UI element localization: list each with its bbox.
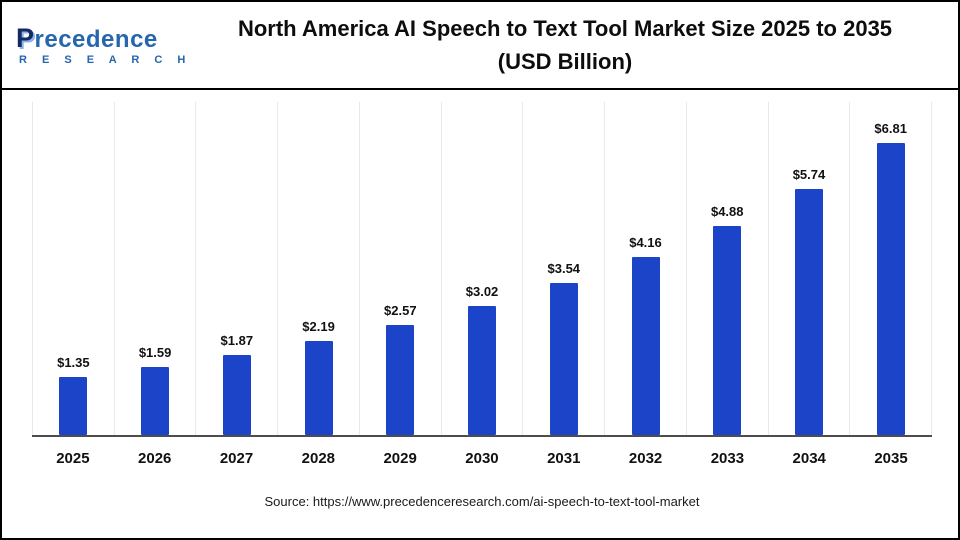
bar-value-label-2030: $3.02 bbox=[465, 284, 499, 299]
bar-value-label-2028: $2.19 bbox=[302, 319, 335, 334]
chart-area: $1.35 $1.59 $1.87 $2.19 $2.57 $3.02 $3.54 $4.16… bbox=[2, 90, 958, 538]
chart-column-2025: $1.35 bbox=[32, 102, 114, 435]
chart-column-2029: $2.57 bbox=[358, 102, 441, 435]
chart-column-2032: $4.16 bbox=[604, 102, 686, 435]
header: Precedence R E S E A R C H North America… bbox=[2, 2, 958, 90]
bar-value-label-2032: $4.16 bbox=[629, 235, 662, 250]
chart-column-2034: $5.74 bbox=[767, 102, 850, 435]
x-axis-label-2028: 2028 bbox=[301, 450, 336, 467]
brand-name-rest: recedence bbox=[34, 25, 158, 53]
brand-subtitle: R E S E A R C H bbox=[19, 53, 192, 66]
x-axis-label-2035: 2035 bbox=[874, 450, 908, 467]
bar-2030 bbox=[468, 306, 497, 435]
title-block: North America AI Speech to Text Tool Mar… bbox=[194, 12, 944, 78]
bar-2027 bbox=[222, 355, 251, 435]
chart-column-2030: $3.02 bbox=[440, 102, 523, 435]
x-axis-label-2030: 2030 bbox=[465, 450, 499, 467]
chart-column-2035: $6.81 bbox=[849, 102, 933, 435]
x-axis-label-2025: 2025 bbox=[56, 450, 90, 467]
bar-2032 bbox=[631, 257, 660, 435]
bar-value-label-2026: $1.59 bbox=[138, 345, 172, 360]
bar-value-label-2025: $1.35 bbox=[57, 355, 90, 370]
x-axis-label-2032: 2032 bbox=[628, 450, 663, 467]
bar-value-label-2029: $2.57 bbox=[384, 303, 417, 318]
x-axis-label-2027: 2027 bbox=[219, 450, 254, 467]
x-axis-label-2026: 2026 bbox=[138, 450, 172, 467]
bar-2031 bbox=[549, 283, 578, 435]
bar-2028 bbox=[304, 341, 333, 435]
chart-column-2028: $2.19 bbox=[277, 102, 359, 435]
brand-name: Precedence bbox=[16, 22, 194, 53]
source-text: Source: https://www.precedenceresearch.c… bbox=[264, 494, 700, 509]
chart-column-2026: $1.59 bbox=[113, 102, 196, 435]
bar-value-label-2035: $6.81 bbox=[874, 121, 907, 136]
x-axis-label-2029: 2029 bbox=[383, 450, 417, 467]
bar-value-label-2033: $4.88 bbox=[710, 204, 744, 219]
chart-column-2027: $1.87 bbox=[195, 102, 277, 435]
x-axis-label-2033: 2033 bbox=[710, 450, 745, 467]
bar-2026 bbox=[141, 367, 170, 435]
x-axis-label-2034: 2034 bbox=[792, 450, 826, 467]
chart-column-2031: $3.54 bbox=[522, 102, 604, 435]
bar-value-label-2027: $1.87 bbox=[220, 333, 254, 348]
bar-2034 bbox=[794, 189, 823, 435]
bar-chart-plot: $1.35 $1.59 $1.87 $2.19 $2.57 $3.02 $3.54 $4.16… bbox=[32, 102, 933, 437]
bar-2035 bbox=[876, 143, 905, 435]
chart-column-2033: $4.88 bbox=[685, 102, 768, 435]
bar-2025 bbox=[59, 377, 88, 435]
chart-title: North America AI Speech to Text Tool Mar… bbox=[237, 16, 893, 41]
x-axis-labels: 2025 2026 2027 2028 2029 2030 2031 2032 2033 2034… bbox=[32, 437, 932, 467]
logo-p-icon: P bbox=[16, 22, 35, 53]
chart-title-unit: (USD Billion) bbox=[497, 49, 633, 74]
x-axis-label-2031: 2031 bbox=[547, 450, 581, 467]
brand-logo: Precedence R E S E A R C H bbox=[16, 22, 194, 67]
bar-value-label-2031: $3.54 bbox=[547, 261, 581, 276]
bar-2029 bbox=[386, 325, 415, 435]
bar-2033 bbox=[713, 226, 742, 435]
bar-value-label-2034: $5.74 bbox=[792, 167, 826, 182]
